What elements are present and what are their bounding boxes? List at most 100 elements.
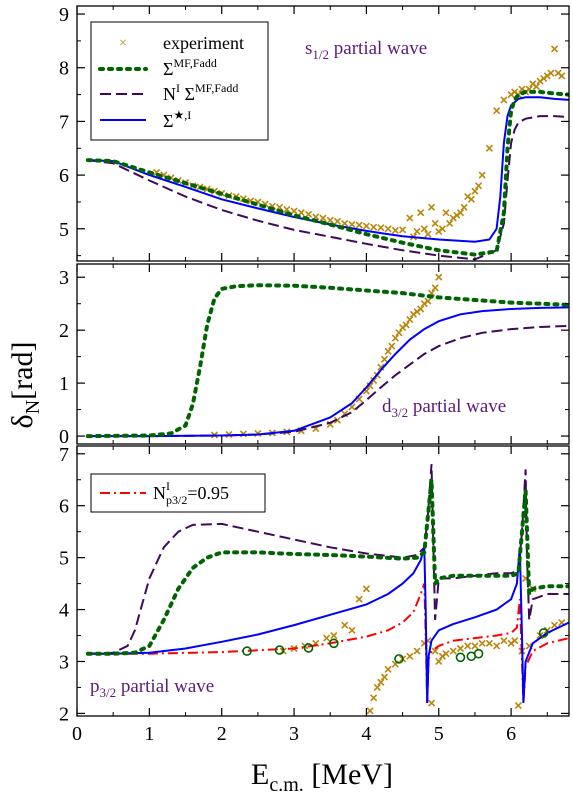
data-point-experiment [355,221,363,229]
data-point-experiment [446,219,454,227]
annotation-d32-main: d [382,396,392,417]
data-point-experiment [290,207,298,215]
data-point-experiment [435,273,443,281]
data-point-open-circle [538,628,549,638]
data-point-experiment [377,363,385,371]
series-line--i [87,547,569,704]
data-point-experiment [362,222,370,230]
series-line--i [87,306,569,438]
data-point-experiment [547,69,555,77]
data-point-open-circle [242,646,252,656]
legend-bottom: NI p3/2=0.95 [90,473,266,513]
y-axis-label-main: δ [6,414,39,428]
panel-plot-area [85,464,569,715]
annotation-d32-tail: partial wave [408,396,506,417]
y-tick-label: 2 [59,703,69,725]
legend-ni-n-sup: I [176,81,180,95]
data-point-experiment [341,621,349,629]
data-point-experiment [431,219,439,227]
annotation-d32: d3/2 partial wave [382,396,506,420]
data-point-experiment [456,644,465,653]
series-line--mf-fadd [85,283,569,439]
data-point-experiment [384,225,392,233]
data-point-experiment [550,621,559,629]
data-point-experiment [333,217,342,225]
annotation-p32-sub: 3/2 [100,685,117,700]
data-point-experiment [485,639,493,647]
data-point-experiment [304,210,313,218]
data-point-experiment [493,107,501,115]
legend-np32-sup: I [166,479,170,493]
y-tick-label: 2 [59,320,69,342]
data-point-experiment [366,707,374,715]
x-tick-label: 6 [506,723,516,745]
data-point-experiment [449,647,457,655]
y-tick-label: 7 [59,444,69,466]
data-point-experiment [474,182,483,190]
data-point-experiment [558,72,566,80]
data-point-experiment [514,702,522,710]
data-point-experiment [326,216,334,224]
y-tick-label: 4 [59,600,69,622]
data-point-experiment [384,347,392,355]
data-point-experiment [406,316,414,324]
x-axis-label-sub: c.m. [269,774,303,796]
y-tick-label: 3 [59,267,69,289]
legend-ni-sigma-sup: MF,Fadd [195,81,238,95]
data-point-experiment [388,342,396,350]
legend-sigma-star-base: Σ [163,111,173,131]
data-point-experiment [413,647,421,655]
y-axis-label-unit: [rad] [6,342,39,400]
annotation-p32-main: p [90,676,100,697]
data-point-experiment [424,230,432,238]
data-point-experiment [373,683,381,692]
y-tick-label: 6 [59,165,69,187]
data-point-experiment [406,652,414,660]
y-tick-label: 9 [59,4,69,26]
data-point-experiment [420,225,428,233]
data-point-experiment [348,220,356,229]
legend-label-experiment: experiment [163,33,244,53]
annotation-s12: s1/2 partial wave [305,38,427,62]
panel-frame [76,263,570,445]
data-point-open-circle [329,638,339,649]
legend-sigma-mf-base: Σ [163,59,173,79]
panel-frame [76,445,570,717]
annotation-d32-sub: 3/2 [392,405,409,420]
series-line-n-i-p3-2-0-95 [87,583,569,704]
panel-frame [76,5,570,262]
data-point-experiment [384,665,392,673]
data-point-experiment [417,305,425,313]
data-point-experiment [391,226,399,234]
data-point-experiment [380,673,389,681]
data-point-experiment [460,203,468,211]
data-point-experiment [417,209,425,217]
x-tick-label: 2 [217,723,227,745]
data-point-experiment [471,187,479,195]
data-point-experiment [511,637,519,645]
data-point-open-circle [303,643,314,653]
panel-plot-area [85,273,569,439]
legend-label-np32: NI p3/2=0.95 [153,479,229,507]
data-point-experiment [464,642,472,650]
y-tick-label: 5 [59,219,69,241]
legend-ni-n: N [163,84,176,104]
data-point-experiment [431,647,439,655]
data-point-experiment [391,334,399,342]
series-line--i [87,96,569,243]
data-point-experiment [283,205,291,214]
data-point-experiment [323,634,331,642]
x-axis-label-main: E [251,758,269,791]
data-point-experiment [406,214,414,222]
data-point-experiment [500,637,508,645]
data-point-experiment [438,225,446,233]
x-tick-label: 4 [361,723,371,745]
legend-sigma-star-sup: ★,I [173,108,191,122]
data-point-experiment [355,595,363,603]
x-axis-label-unit: [MeV] [304,758,393,791]
legend-np32-tail: =0.95 [187,483,229,503]
panel-2: 0 1 2 3 [59,263,570,448]
legend-np32-sub: p3/2 [166,493,187,507]
